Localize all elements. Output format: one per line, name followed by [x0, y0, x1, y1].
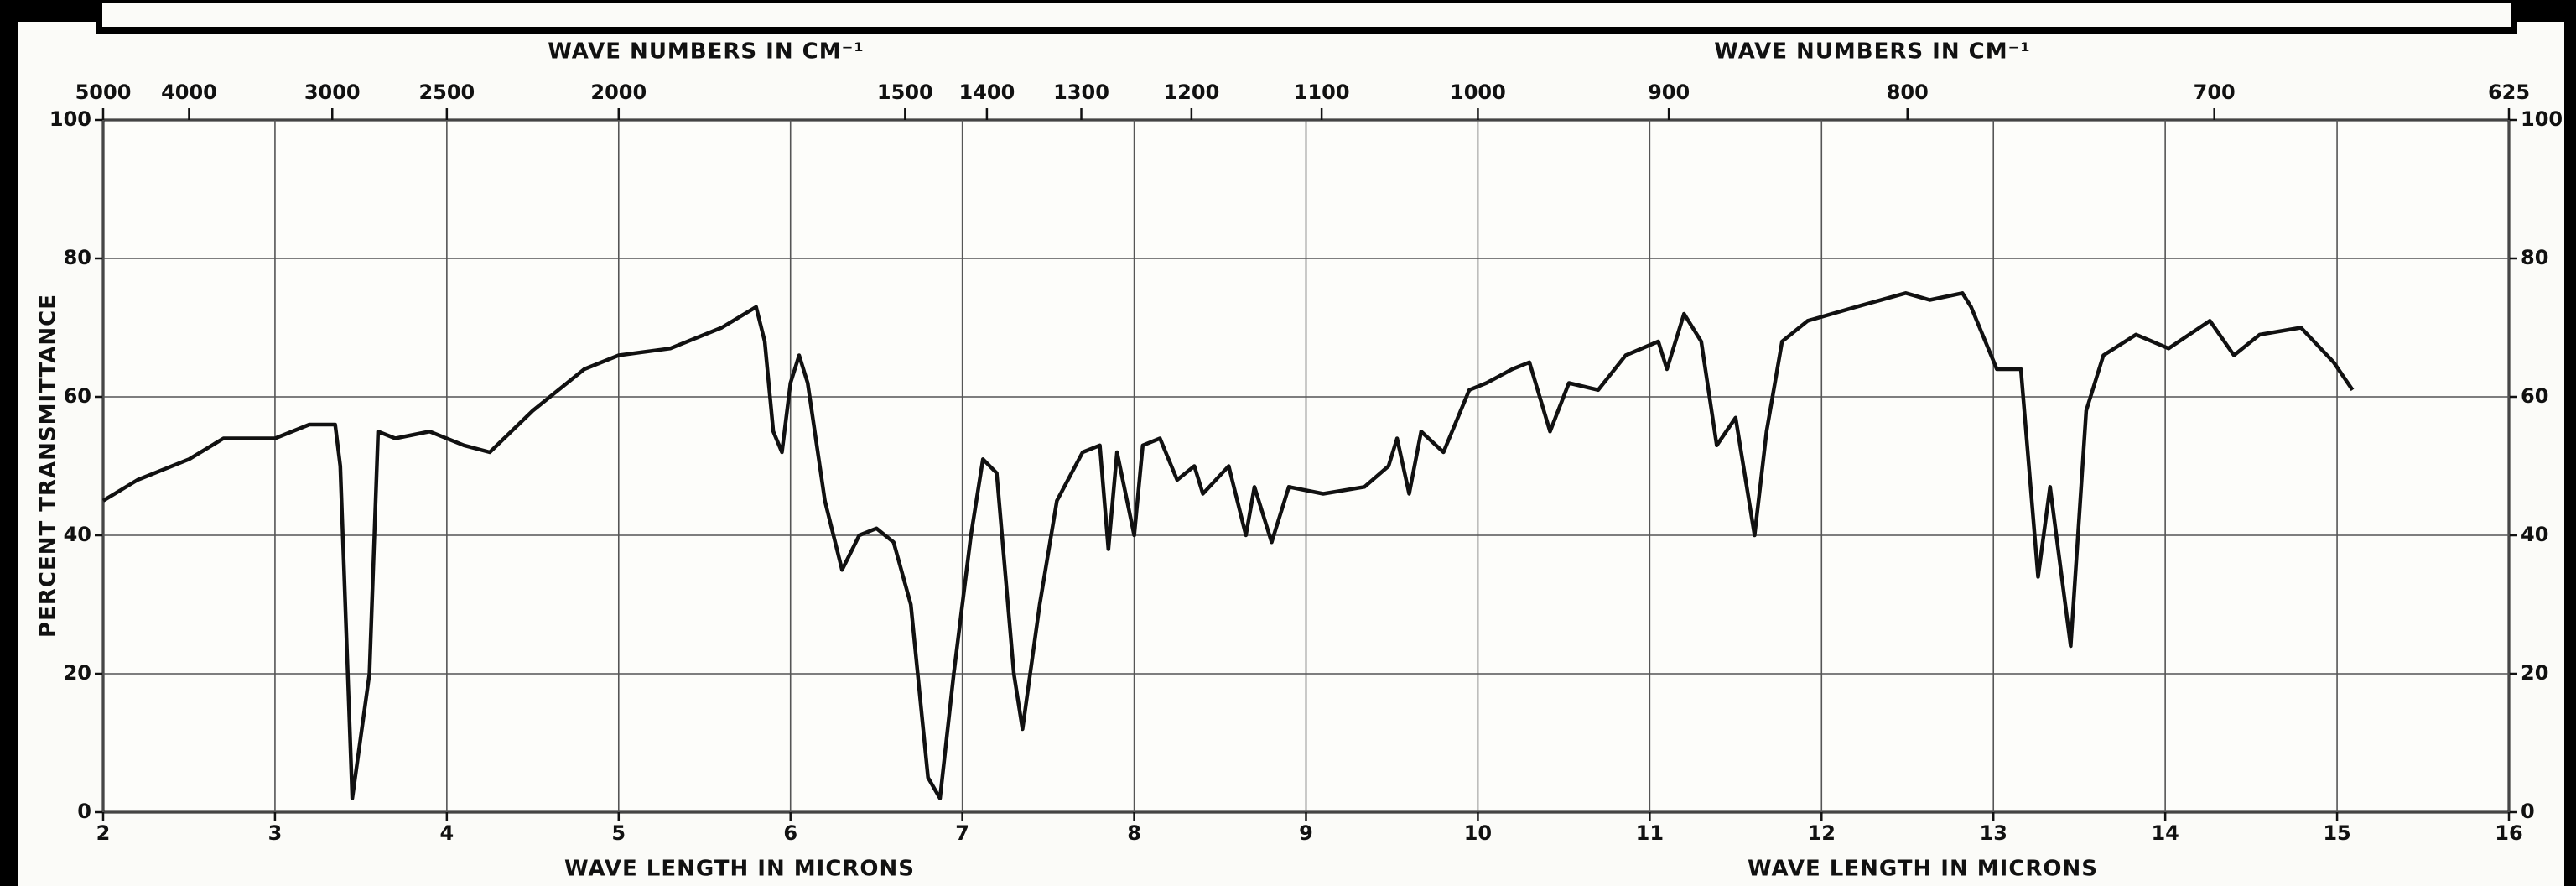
- x-tick-label: 4: [440, 821, 454, 845]
- x2-tick-label: 1400: [959, 81, 1015, 104]
- y2-tick-label: 100: [2521, 107, 2563, 131]
- x2-tick-label: 1000: [1450, 81, 1506, 104]
- x-tick-label: 8: [1127, 821, 1141, 845]
- x-tick-label: 16: [2495, 821, 2522, 845]
- x-tick-label: 3: [268, 821, 283, 845]
- x2-axis-title: WAVE NUMBERS IN CM⁻¹: [548, 39, 864, 65]
- x-tick-label: 12: [1808, 821, 1836, 845]
- y-tick-label: 60: [64, 384, 91, 408]
- x2-tick-label: 800: [1887, 81, 1929, 104]
- x2-tick-label: 4000: [161, 81, 217, 104]
- x-tick-label: 13: [1980, 821, 2007, 845]
- x-tick-label: 5: [611, 821, 626, 845]
- x-tick-label: 7: [955, 821, 969, 845]
- y-axis-title: PERCENT TRANSMITTANCE: [36, 294, 61, 638]
- x-tick-label: 11: [1636, 821, 1664, 845]
- x-tick-label: 6: [783, 821, 797, 845]
- x2-tick-label: 900: [1648, 81, 1690, 104]
- y2-tick-label: 0: [2521, 800, 2535, 823]
- x-tick-label: 15: [2323, 821, 2350, 845]
- x2-tick-label: 2500: [418, 81, 475, 104]
- y-tick-label: 20: [64, 661, 91, 685]
- x2-tick-label: 2000: [590, 81, 647, 104]
- spectrum-line: [101, 291, 2355, 800]
- x-tick-label: 14: [2151, 821, 2179, 845]
- x-axis-title: WAVE LENGTH IN MICRONS: [1748, 857, 2098, 882]
- y-tick-label: 80: [64, 246, 91, 269]
- x-tick-label: 10: [1464, 821, 1492, 845]
- x-tick-label: 2: [96, 821, 111, 845]
- x-axis-title: WAVE LENGTH IN MICRONS: [564, 857, 915, 882]
- x2-tick-label: 5000: [75, 81, 132, 104]
- y2-tick-label: 20: [2521, 661, 2548, 685]
- x2-tick-label: 3000: [304, 81, 361, 104]
- x2-axis-title: WAVE NUMBERS IN CM⁻¹: [1714, 39, 2030, 65]
- x-tick-label: 9: [1299, 821, 1313, 845]
- x2-tick-label: 1500: [877, 81, 933, 104]
- y-tick-label: 0: [77, 800, 91, 823]
- top-strip: [96, 0, 2517, 34]
- x2-tick-label: 700: [2194, 81, 2236, 104]
- y-tick-label: 40: [64, 523, 91, 546]
- x2-tick-label: 1300: [1053, 81, 1109, 104]
- y2-tick-label: 60: [2521, 384, 2548, 408]
- x2-tick-label: 625: [2488, 81, 2530, 104]
- x2-tick-label: 1200: [1163, 81, 1219, 104]
- x2-tick-label: 1100: [1294, 81, 1350, 104]
- y2-tick-label: 40: [2521, 523, 2548, 546]
- y-tick-label: 100: [49, 107, 91, 131]
- y2-tick-label: 80: [2521, 246, 2548, 269]
